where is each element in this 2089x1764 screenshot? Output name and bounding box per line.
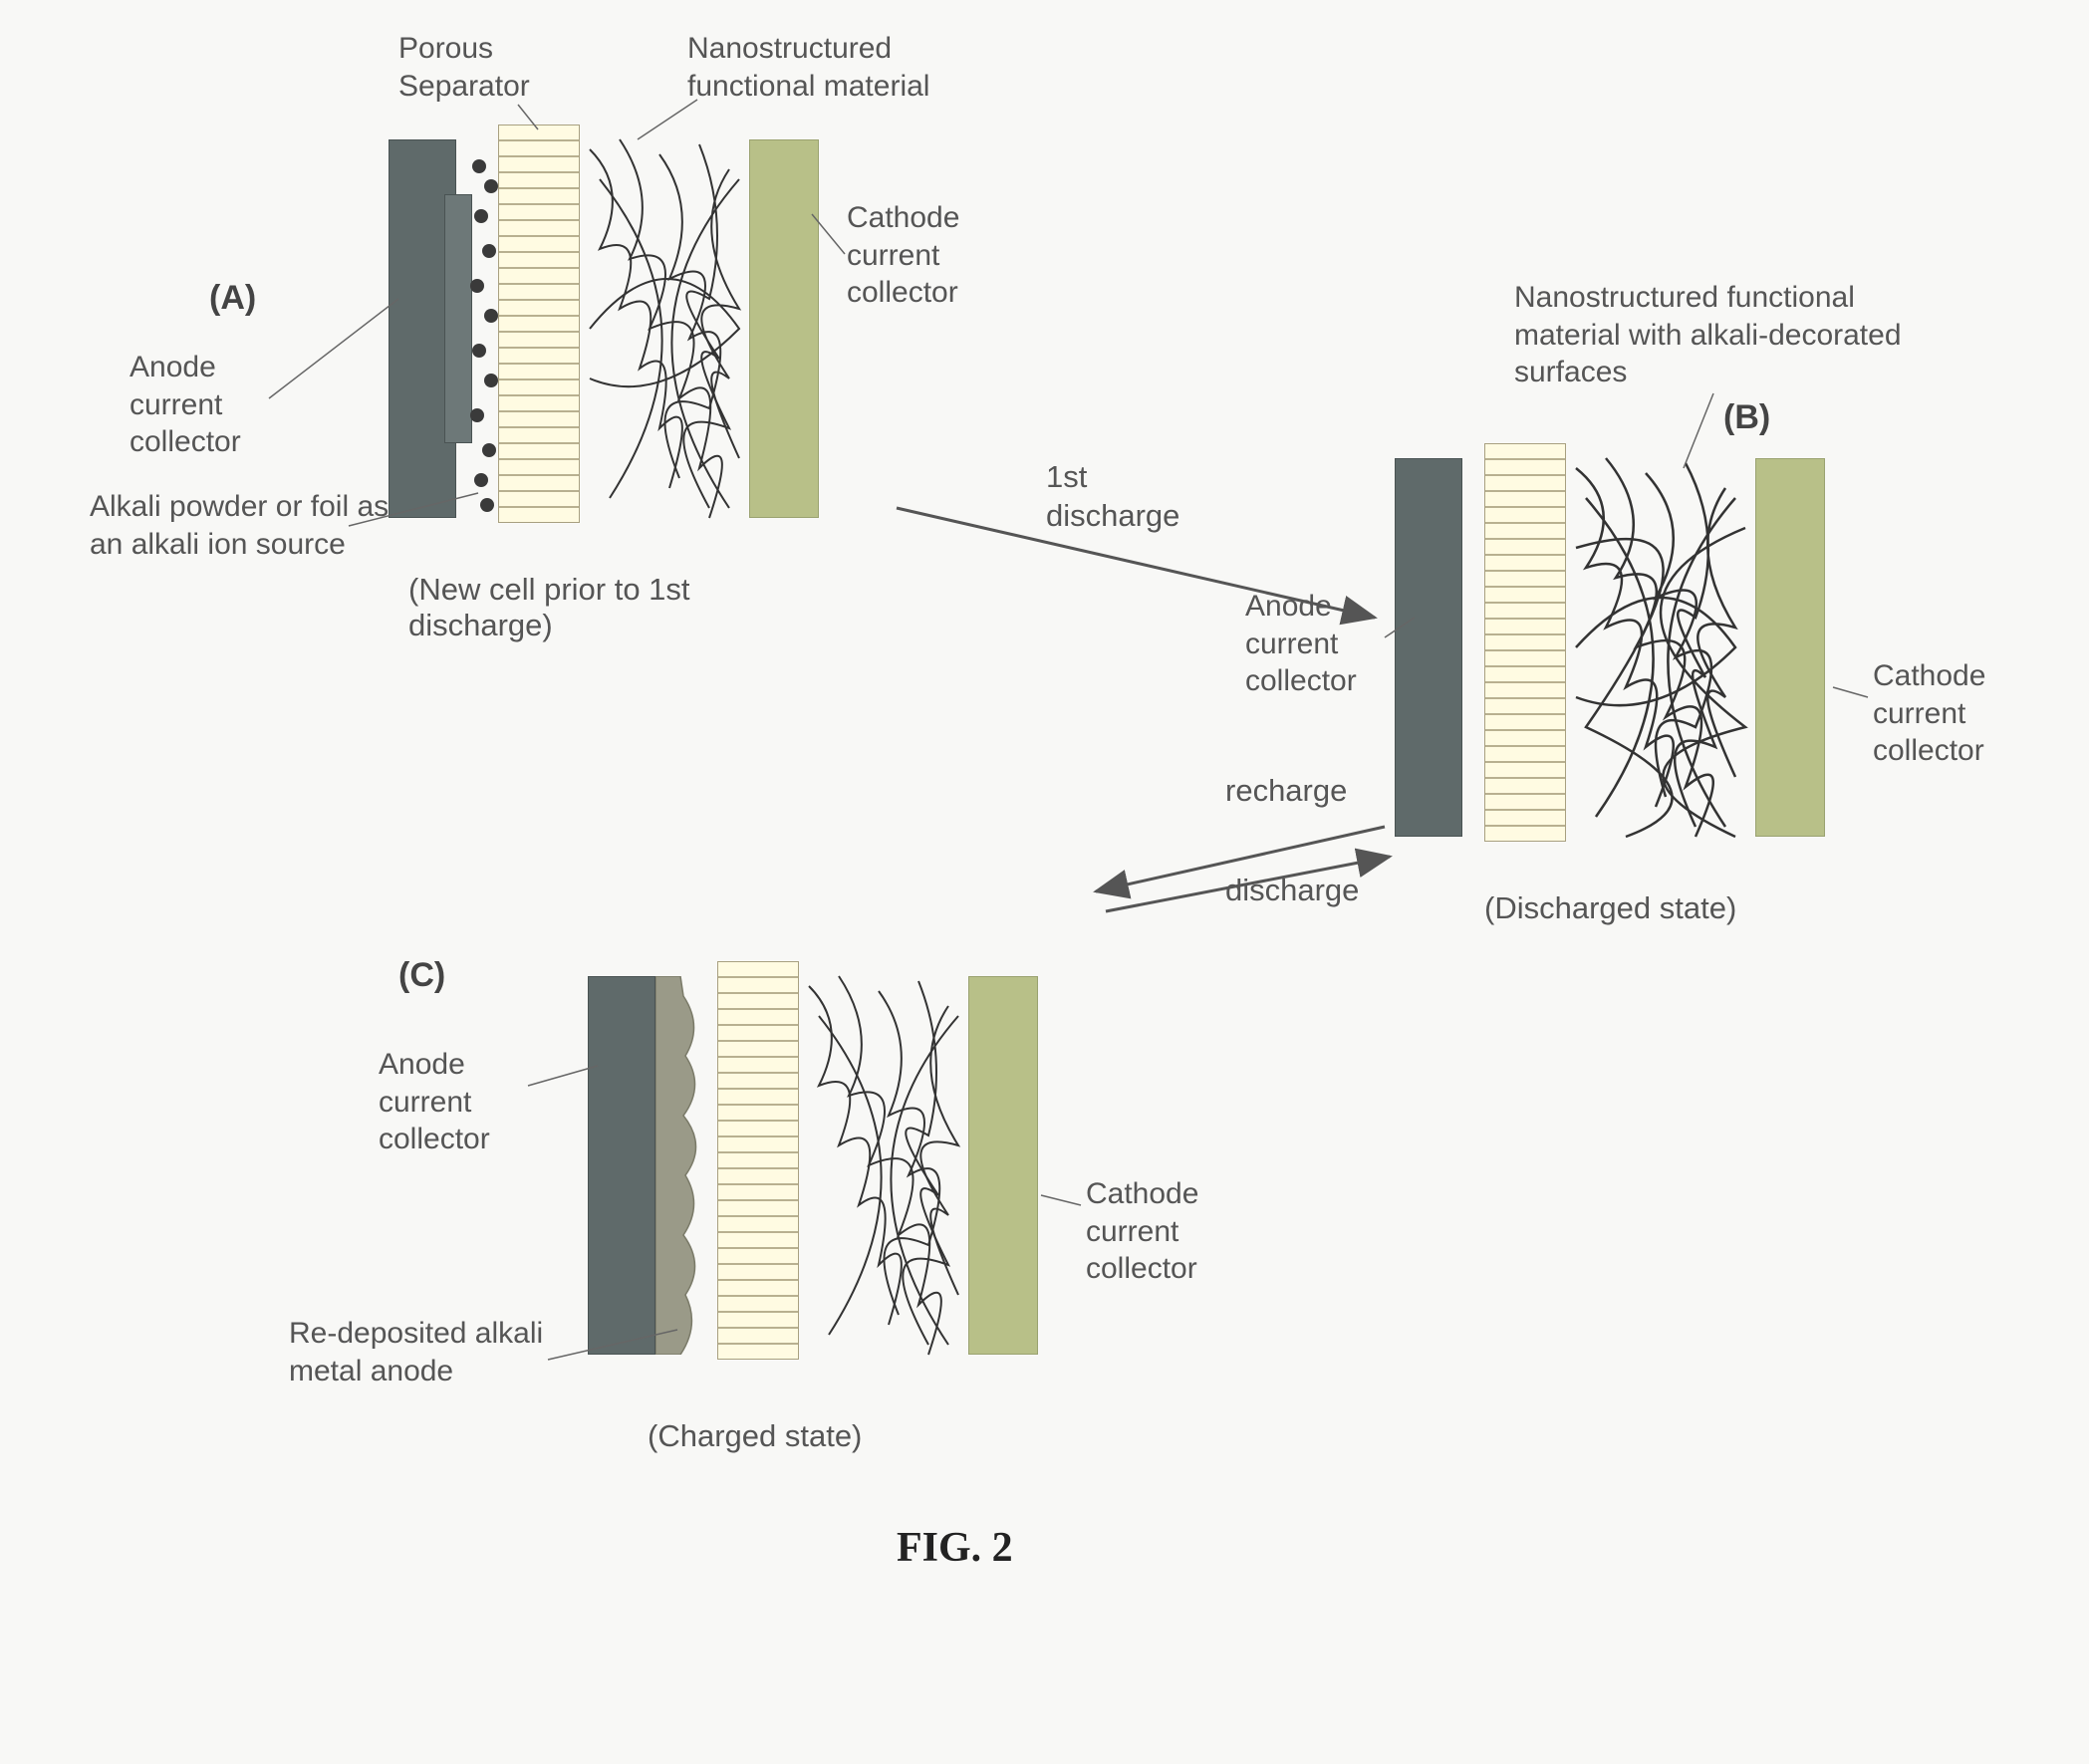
label-discharge: discharge xyxy=(1225,872,1359,910)
label-recharge: recharge xyxy=(1225,772,1347,811)
figure-caption: FIG. 2 xyxy=(897,1524,1013,1572)
label-first-discharge: 1st discharge xyxy=(1046,458,1205,536)
